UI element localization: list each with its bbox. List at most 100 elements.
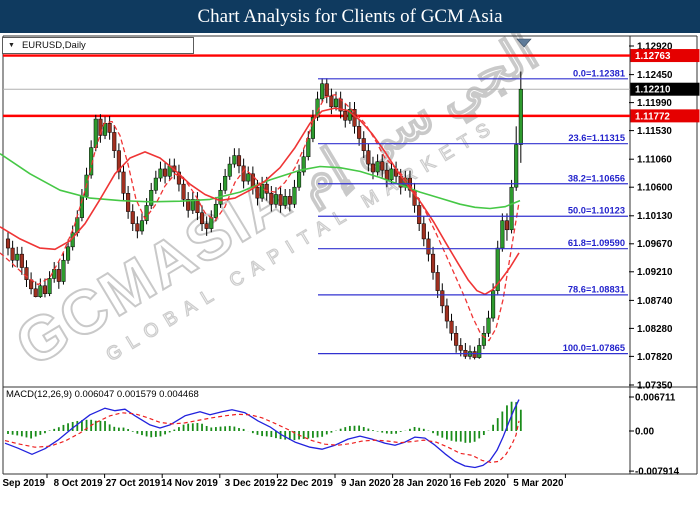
date-tick-label: 14 Nov 2019 xyxy=(161,478,218,489)
price-tick-label: 1.09210 xyxy=(637,267,673,278)
candle-body xyxy=(444,305,449,322)
chart-canvas: 0.0=1.12381 23.6=1.11315 38.2=1.10656 50.0=… xyxy=(0,35,700,489)
candle-body xyxy=(98,118,103,136)
price-tick-label: 1.12450 xyxy=(637,70,673,81)
candle-body xyxy=(481,333,486,346)
price-tick-label: 1.10600 xyxy=(637,183,673,194)
candle-body xyxy=(144,205,149,221)
candle-body xyxy=(199,212,205,224)
candle-body xyxy=(112,132,117,151)
candle-body xyxy=(232,155,237,165)
price-tick-label: 1.11530 xyxy=(637,126,672,137)
candle-body xyxy=(504,220,510,231)
candle-body xyxy=(486,317,491,334)
candle-body xyxy=(389,168,394,181)
candle-body xyxy=(430,253,436,273)
fib-label: 50.0=1.10123 xyxy=(568,206,625,216)
title-bar: Chart Analysis for Clients of GCM Asia xyxy=(0,0,700,33)
candle-body xyxy=(421,223,426,240)
candle-body xyxy=(126,193,131,212)
fib-label: 78.6=1.08831 xyxy=(568,284,625,294)
candle-body xyxy=(477,345,482,358)
fib-retracement: 0.0=1.12381 23.6=1.11315 38.2=1.10656 50.0=… xyxy=(318,68,628,355)
candle-body xyxy=(42,285,48,294)
price-tick-label: 1.07350 xyxy=(637,380,673,391)
candle-body xyxy=(5,238,11,249)
candle-body xyxy=(509,186,514,231)
fib-label: 100.0=1.07865 xyxy=(563,343,625,353)
candle-body xyxy=(176,171,181,185)
price-badge xyxy=(630,82,700,96)
symbol-selector[interactable]: ▼ EURUSD,Daily xyxy=(2,37,194,54)
candle-body xyxy=(301,156,306,173)
candle-body xyxy=(24,267,29,280)
candle-body xyxy=(139,220,145,232)
candle-body xyxy=(278,194,283,206)
candle-body xyxy=(458,345,463,351)
candle-body xyxy=(33,288,38,297)
candle-body xyxy=(227,163,232,177)
candle-body xyxy=(324,83,329,97)
candle-body xyxy=(38,285,43,297)
candle-body xyxy=(366,150,371,165)
price-badge xyxy=(630,49,700,63)
date-tick-label: 3 Dec 2019 xyxy=(225,478,276,489)
candle-body xyxy=(361,138,366,151)
candle-body xyxy=(440,290,445,307)
candle-body xyxy=(375,161,380,173)
candle-body xyxy=(500,220,505,249)
candle-body xyxy=(380,161,385,171)
fib-label: 23.6=1.11315 xyxy=(568,133,625,143)
candle-body xyxy=(241,165,246,182)
candle-body xyxy=(153,177,158,191)
candle-body xyxy=(163,168,168,177)
macd-tick-label: 0.006711 xyxy=(635,392,676,403)
price-badge xyxy=(630,109,700,123)
screenshot-root: { "title": "Chart Analysis for Clients o… xyxy=(0,0,700,489)
price-badges: 1.12763 1.12210 1.11772 xyxy=(630,49,700,123)
candle-body xyxy=(246,173,251,182)
price-tick-label: 1.11060 xyxy=(637,155,672,166)
candle-body xyxy=(209,217,214,229)
date-tick-label: 8 Oct 2019 xyxy=(54,478,104,489)
candle-body xyxy=(260,183,265,199)
candle-body xyxy=(417,205,422,224)
candle-body xyxy=(449,320,454,334)
candle-body xyxy=(384,169,389,181)
price-axis: 1.12920 1.12450 1.11990 1.11530 1.11060 1.106… xyxy=(629,41,673,391)
candle-body xyxy=(454,333,459,346)
candle-body xyxy=(52,269,57,279)
candle-body xyxy=(213,203,218,218)
price-badge-label: 1.12210 xyxy=(635,85,671,96)
price-tick-label: 1.08280 xyxy=(637,324,673,335)
price-tick-label: 1.07820 xyxy=(637,352,673,363)
candle-body xyxy=(426,238,431,255)
date-tick-label: 16 Feb 2020 xyxy=(450,478,506,489)
candle-body xyxy=(283,196,288,206)
down-arrow-marker xyxy=(516,38,532,48)
candle-body xyxy=(181,183,186,200)
candle-body xyxy=(204,223,209,229)
date-tick-label: 27 Oct 2019 xyxy=(106,478,161,489)
candle-body xyxy=(15,253,20,261)
candle-body xyxy=(292,186,297,205)
candle-body xyxy=(357,126,362,139)
candle-body xyxy=(347,109,352,121)
candle-body xyxy=(264,183,269,194)
candle-body xyxy=(269,193,274,205)
annotations xyxy=(516,38,532,48)
candle-body xyxy=(10,247,15,261)
candle-body xyxy=(116,150,121,173)
macd-tick-label: -0.007914 xyxy=(635,466,680,477)
price-tick-label: 1.12920 xyxy=(637,41,673,52)
candle-body xyxy=(333,98,339,108)
moving-averages xyxy=(0,94,521,342)
candle-body xyxy=(190,199,195,211)
price-badge-label: 1.12763 xyxy=(635,51,671,62)
candle-body xyxy=(236,155,242,167)
candle-body xyxy=(47,278,52,294)
price-tick-label: 1.08740 xyxy=(637,296,673,307)
candle-body xyxy=(66,246,71,261)
macd-axis: 0.006711 0.00 -0.007914 xyxy=(629,392,680,477)
page-title: Chart Analysis for Clients of GCM Asia xyxy=(197,6,503,27)
